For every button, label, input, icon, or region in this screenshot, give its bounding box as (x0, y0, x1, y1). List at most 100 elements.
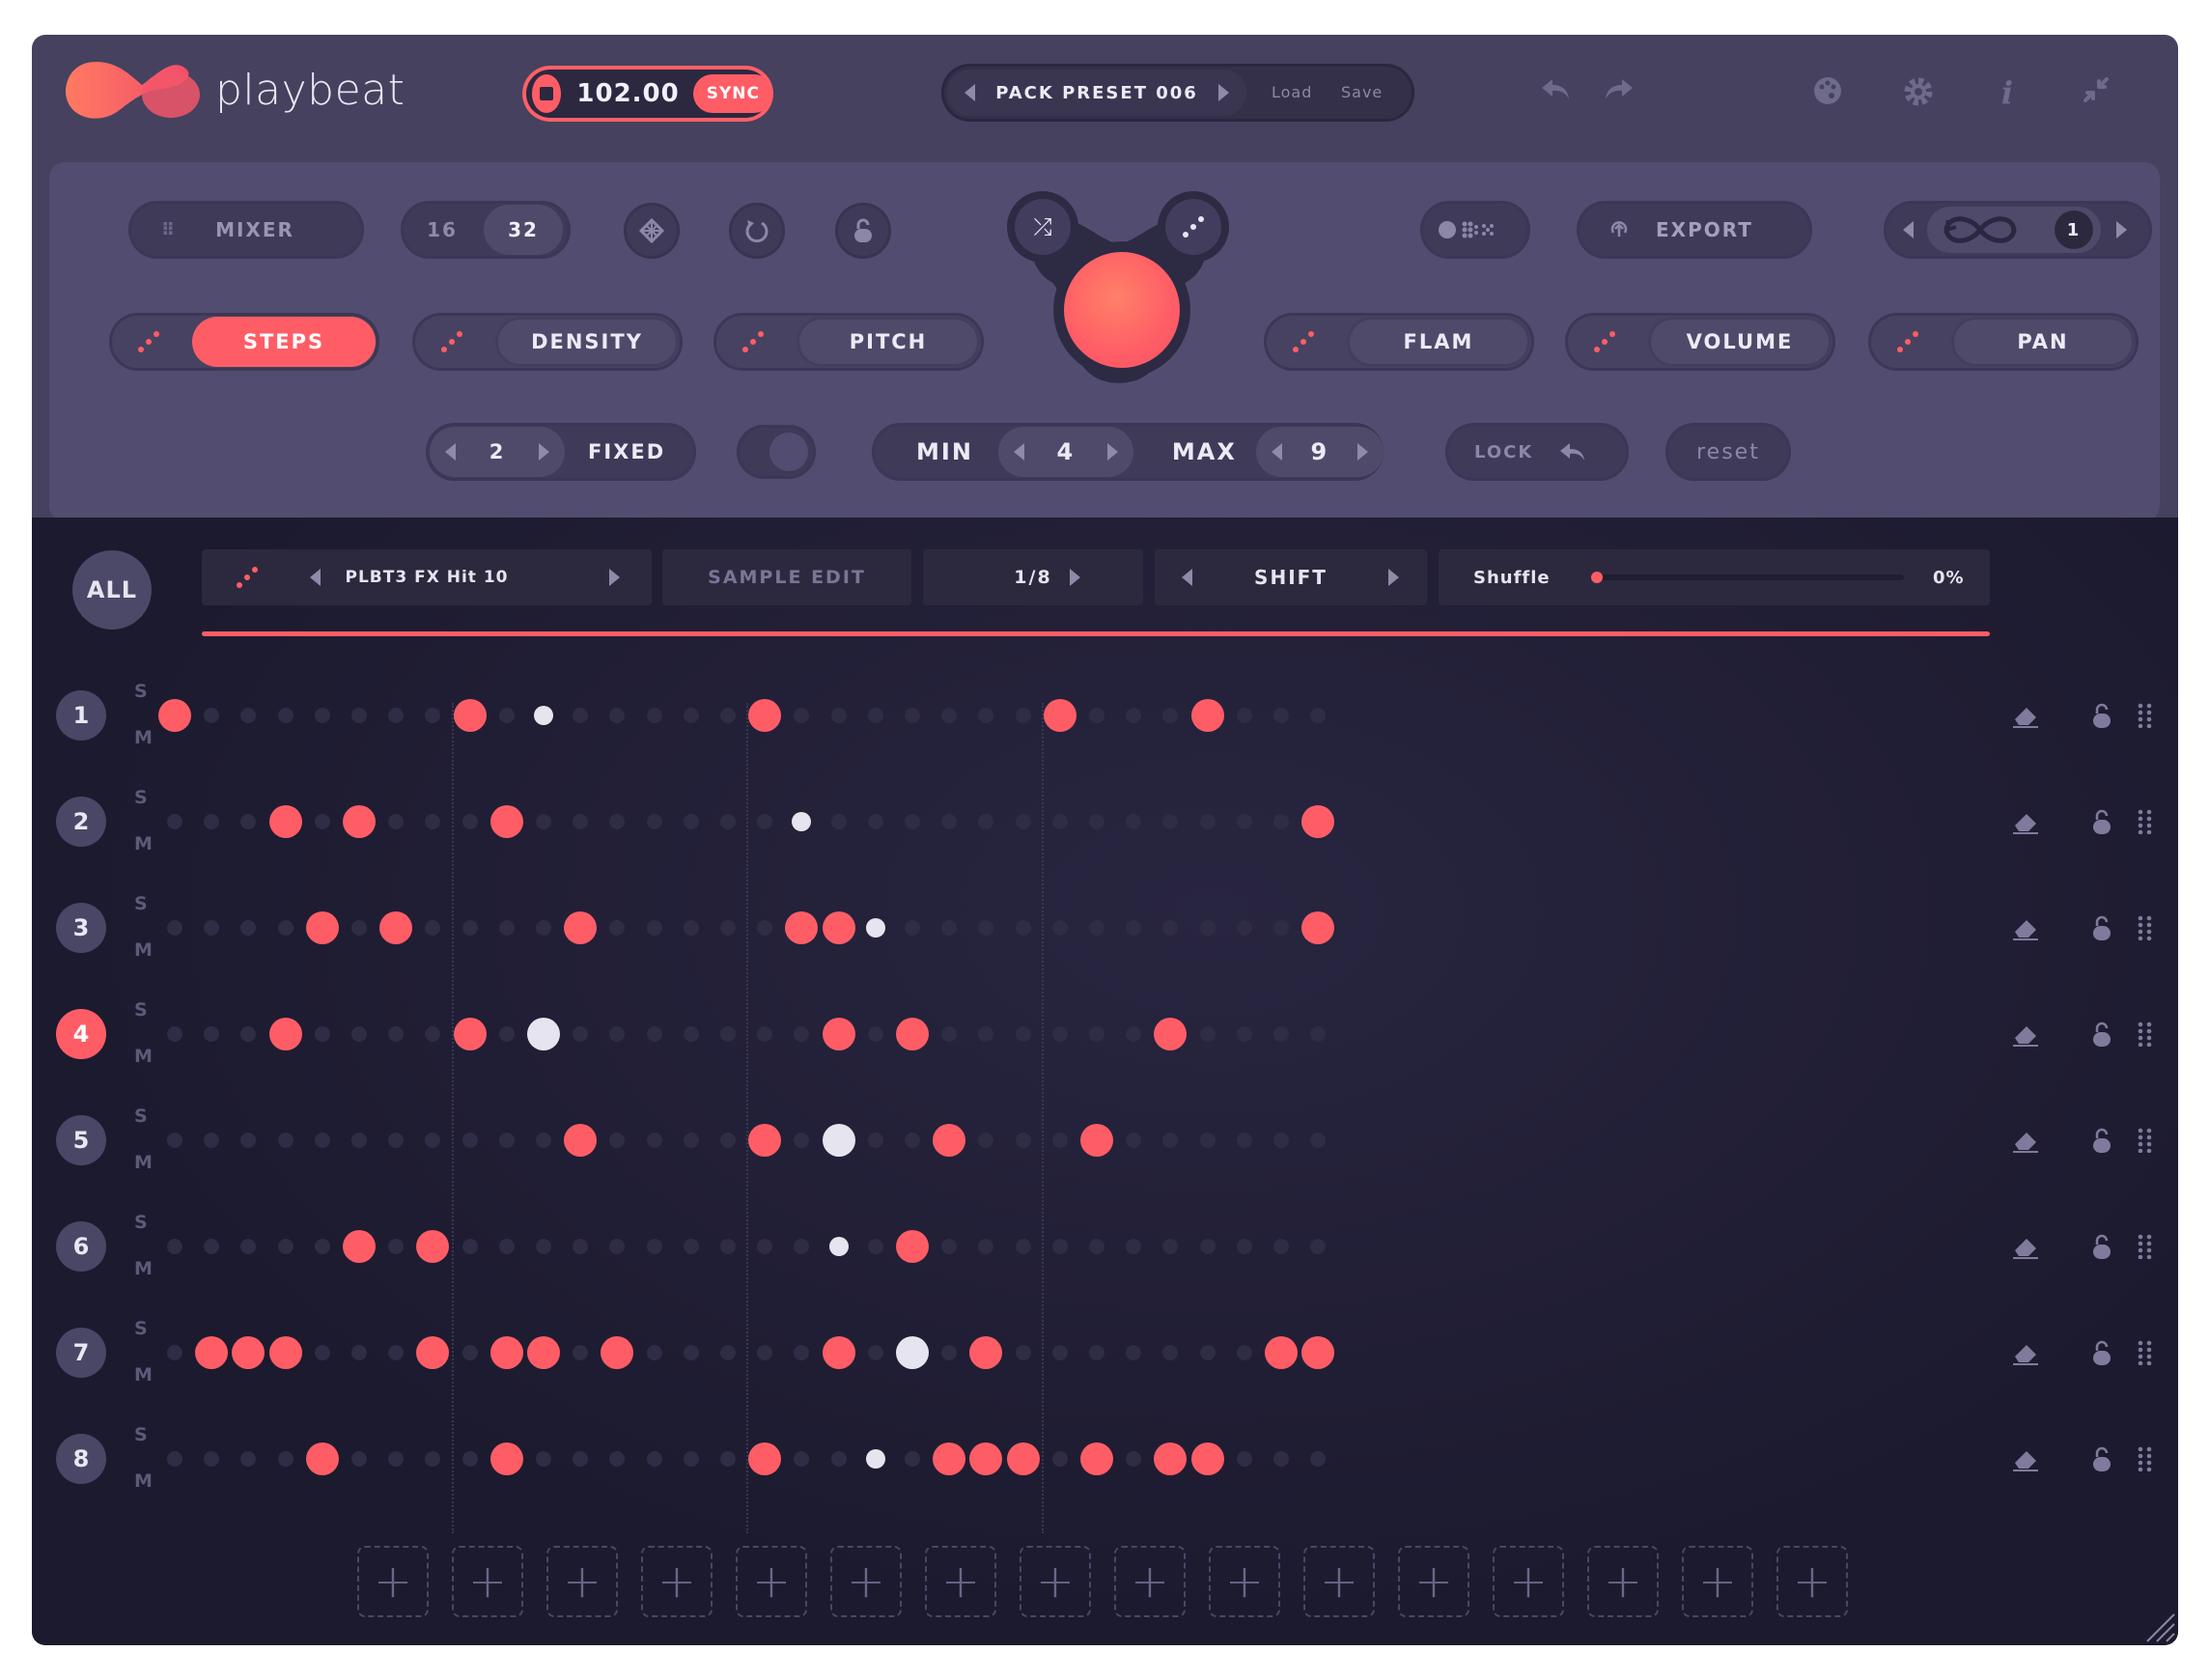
fixed-decrement-icon[interactable] (445, 443, 456, 461)
step-inactive[interactable] (277, 1133, 294, 1148)
step-inactive[interactable] (573, 1239, 589, 1254)
dice-icon[interactable] (138, 331, 159, 352)
step-playhead[interactable] (865, 918, 885, 938)
step-active[interactable] (564, 911, 598, 944)
param-volume[interactable]: VOLUME (1565, 313, 1835, 371)
step-inactive[interactable] (536, 1239, 551, 1254)
step-active[interactable] (785, 911, 819, 944)
step-inactive[interactable] (204, 1451, 220, 1467)
step-inactive[interactable] (425, 1451, 441, 1467)
step-inactive[interactable] (388, 1239, 405, 1254)
step-inactive[interactable] (388, 708, 405, 723)
eraser-icon[interactable] (2011, 808, 2040, 835)
step-playhead[interactable] (865, 1449, 885, 1469)
drag-handle-icon[interactable] (2137, 1340, 2154, 1365)
step-inactive[interactable] (978, 814, 994, 829)
step-inactive[interactable] (1273, 1239, 1289, 1254)
add-step-slot[interactable]: + (546, 1546, 618, 1617)
track-lock-icon[interactable] (2090, 1127, 2113, 1156)
pattern-mode-toggle[interactable] (1420, 201, 1530, 259)
prev-sample-icon[interactable] (310, 569, 321, 586)
step-inactive[interactable] (1310, 1133, 1327, 1148)
sample-name[interactable]: PLBT3 FX Hit 10 (345, 568, 509, 587)
step-active[interactable] (1043, 699, 1077, 732)
step-inactive[interactable] (1015, 920, 1031, 936)
mode-toggle-switch[interactable] (737, 425, 816, 479)
step-inactive[interactable] (1310, 1239, 1327, 1254)
step-inactive[interactable] (536, 814, 551, 829)
min-increment-icon[interactable] (1106, 443, 1118, 461)
max-increment-icon[interactable] (1356, 443, 1368, 461)
step-inactive[interactable] (1236, 1451, 1252, 1467)
shift-right-icon[interactable] (1388, 569, 1399, 586)
step-active[interactable] (489, 1442, 523, 1475)
param-density[interactable]: DENSITY (412, 313, 683, 371)
step-inactive[interactable] (277, 1239, 294, 1254)
step-inactive[interactable] (867, 708, 883, 723)
grid-icon[interactable] (624, 203, 680, 259)
step-inactive[interactable] (573, 1026, 589, 1042)
division-selector[interactable]: 1/8 (923, 549, 1143, 605)
step-inactive[interactable] (1126, 1345, 1142, 1360)
step-inactive[interactable] (425, 1133, 441, 1148)
step-inactive[interactable] (1089, 1239, 1104, 1254)
add-step-slot[interactable]: + (1776, 1546, 1848, 1617)
step-inactive[interactable] (905, 920, 920, 936)
step-inactive[interactable] (1236, 1345, 1252, 1360)
step-inactive[interactable] (1199, 1133, 1216, 1148)
step-active[interactable] (489, 1336, 523, 1369)
step-inactive[interactable] (720, 814, 736, 829)
dice-icon[interactable] (441, 331, 462, 352)
step-inactive[interactable] (683, 1451, 699, 1467)
step-inactive[interactable] (905, 1451, 920, 1467)
step-inactive[interactable] (867, 1239, 883, 1254)
step-inactive[interactable] (867, 814, 883, 829)
eraser-icon[interactable] (2011, 1339, 2040, 1366)
sync-button[interactable]: SYNC (692, 74, 773, 113)
step-active[interactable] (1301, 805, 1335, 838)
step-inactive[interactable] (461, 1345, 478, 1360)
step-inactive[interactable] (1236, 708, 1252, 723)
step-inactive[interactable] (204, 814, 220, 829)
dice-icon[interactable] (1897, 331, 1918, 352)
step-inactive[interactable] (683, 920, 699, 936)
step-active[interactable] (1080, 1442, 1113, 1475)
step-inactive[interactable] (314, 1133, 330, 1148)
add-step-slot[interactable]: + (641, 1546, 713, 1617)
step-active[interactable] (343, 805, 376, 838)
step-inactive[interactable] (978, 920, 994, 936)
drag-handle-icon[interactable] (2137, 1128, 2154, 1153)
step-inactive[interactable] (1089, 1345, 1104, 1360)
solo-button[interactable]: S (134, 1212, 148, 1233)
step-inactive[interactable] (388, 1451, 405, 1467)
track-lock-icon[interactable] (2090, 1339, 2113, 1368)
dice-icon[interactable] (742, 331, 764, 352)
step-inactive[interactable] (1310, 1451, 1327, 1467)
step-inactive[interactable] (1126, 708, 1142, 723)
step-inactive[interactable] (1236, 814, 1252, 829)
step-inactive[interactable] (1051, 1345, 1068, 1360)
track-lock-icon[interactable] (2090, 914, 2113, 943)
eraser-icon[interactable] (2011, 702, 2040, 729)
step-inactive[interactable] (683, 1239, 699, 1254)
load-button[interactable]: Load (1272, 83, 1313, 101)
add-step-slot[interactable]: + (830, 1546, 902, 1617)
step-inactive[interactable] (351, 1451, 367, 1467)
step-inactive[interactable] (1051, 1026, 1068, 1042)
step-inactive[interactable] (1162, 708, 1179, 723)
step-inactive[interactable] (1015, 1026, 1031, 1042)
step-inactive[interactable] (167, 1451, 182, 1467)
export-button[interactable]: EXPORT (1577, 201, 1812, 259)
lock-button[interactable]: LOCK (1445, 423, 1629, 481)
step-inactive[interactable] (646, 1026, 662, 1042)
step-inactive[interactable] (1126, 1026, 1142, 1042)
step-inactive[interactable] (867, 1026, 883, 1042)
track-number-button[interactable]: 6 (56, 1221, 106, 1272)
step-inactive[interactable] (1199, 920, 1216, 936)
step-inactive[interactable] (240, 1239, 257, 1254)
bpm-value[interactable]: 102.00 (576, 79, 680, 108)
mute-button[interactable]: M (134, 833, 153, 854)
step-inactive[interactable] (941, 1239, 958, 1254)
fixed-value[interactable]: 2 (489, 440, 506, 463)
step-inactive[interactable] (388, 1026, 405, 1042)
